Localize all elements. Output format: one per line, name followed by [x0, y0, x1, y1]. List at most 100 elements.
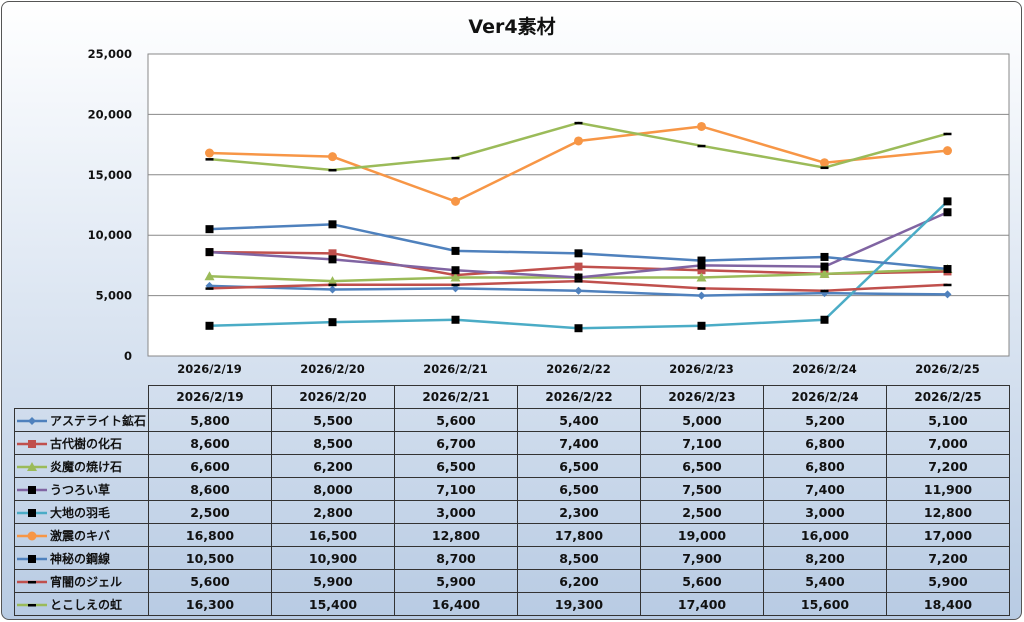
legend-marker: [28, 440, 36, 448]
series-name: 激震のキバ: [50, 528, 111, 543]
data-cell: 6,800: [763, 431, 887, 455]
data-cell: 7,500: [640, 477, 764, 501]
data-point: [697, 256, 706, 265]
legend-marker: [27, 462, 37, 471]
chart-title: Ver4素材: [468, 16, 556, 38]
data-cell: 18,400: [886, 592, 1010, 616]
data-cell: 2,500: [148, 500, 272, 524]
series-6: [205, 121, 952, 206]
data-point: [574, 262, 583, 271]
series-1: [205, 281, 952, 300]
data-cell: 6,500: [640, 454, 764, 478]
y-tick-label: 0: [124, 349, 132, 363]
series-8: [205, 279, 952, 293]
data-cell: 5,900: [886, 569, 1010, 593]
data-cell: 5,900: [394, 569, 518, 593]
legend-cell: 大地の羽毛: [14, 500, 149, 524]
data-cell: 16,500: [271, 523, 395, 547]
data-point: [820, 262, 829, 271]
table-header: 2026/2/25: [886, 385, 1010, 409]
data-point: [943, 132, 952, 136]
legend-marker: [27, 531, 37, 541]
data-cell: 17,400: [640, 592, 764, 616]
data-cell: 16,000: [763, 523, 887, 547]
legend-marker: [28, 509, 36, 517]
data-point: [820, 252, 829, 261]
data-point: [697, 321, 706, 330]
data-point: [574, 121, 583, 125]
data-point: [205, 225, 214, 234]
data-cell: 5,000: [640, 408, 764, 432]
data-cell: 19,000: [640, 523, 764, 547]
data-cell: 8,600: [148, 431, 272, 455]
table-header: 2026/2/22: [517, 385, 641, 409]
data-cell: 17,800: [517, 523, 641, 547]
legend-cell: とこしえの虹: [14, 592, 149, 616]
legend-cell: 炎魔の焼け石: [14, 454, 149, 478]
data-point: [943, 290, 952, 299]
data-point: [328, 168, 337, 172]
data-point: [819, 268, 830, 278]
series-name: アステライト鉱石: [50, 413, 147, 428]
data-cell: 15,600: [763, 592, 887, 616]
series-5: [205, 197, 952, 333]
data-point: [205, 248, 214, 257]
data-cell: 5,900: [271, 569, 395, 593]
data-table: 2026/2/19 2026/2/20 2026/2/21 2026/2/22 2026…: [14, 385, 1010, 616]
data-cell: 2,300: [517, 500, 641, 524]
data-point: [328, 283, 337, 287]
data-cell: 6,600: [148, 454, 272, 478]
data-cell: 6,500: [517, 477, 641, 501]
data-point: [697, 287, 706, 290]
data-point: [451, 266, 460, 275]
data-cell: 16,800: [148, 523, 272, 547]
data-point: [574, 324, 583, 333]
data-point: [451, 246, 460, 255]
data-point: [697, 261, 706, 270]
data-cell: 5,600: [640, 569, 764, 593]
legend-cell: うつろい草: [14, 477, 149, 501]
series-name: 炎魔の焼け石: [50, 459, 123, 474]
data-point: [820, 289, 829, 293]
legend-cell: 宵闇のジェル: [14, 569, 149, 593]
series-name: 古代樹の化石: [50, 436, 123, 451]
y-tick-label: 5,000: [96, 289, 132, 303]
data-point: [574, 249, 583, 258]
data-point: [451, 283, 460, 287]
data-point: [696, 272, 707, 282]
legend-key-icon: [17, 603, 47, 607]
legend-marker: [28, 417, 36, 425]
data-point: [574, 273, 583, 282]
data-point: [327, 276, 338, 286]
data-point: [574, 136, 583, 146]
data-point: [204, 271, 215, 281]
x-tick-label: 2026/2/20: [300, 362, 364, 376]
table-header: 2026/2/21: [394, 385, 518, 409]
data-cell: 7,400: [763, 477, 887, 501]
data-point: [697, 291, 706, 300]
data-point: [820, 166, 829, 170]
y-tick-label: 15,000: [88, 168, 132, 182]
x-tick-label: 2026/2/21: [423, 362, 487, 376]
data-cell: 12,800: [886, 500, 1010, 524]
series-7: [205, 220, 952, 274]
data-cell: 10,900: [271, 546, 395, 570]
data-point: [943, 265, 952, 274]
data-point: [451, 156, 460, 160]
data-cell: 17,000: [886, 523, 1010, 547]
data-point: [451, 315, 460, 324]
data-point: [328, 285, 337, 294]
data-cell: 7,400: [517, 431, 641, 455]
data-cell: 6,200: [271, 454, 395, 478]
data-cell: 6,800: [763, 454, 887, 478]
table-header: 2026/2/24: [763, 385, 887, 409]
x-tick-label: 2026/2/22: [546, 362, 610, 376]
data-point: [451, 196, 460, 206]
data-point: [328, 255, 337, 264]
legend-marker: [28, 555, 36, 563]
legend-marker: [28, 486, 36, 494]
data-point: [328, 152, 337, 162]
series-name: うつろい草: [50, 482, 111, 497]
data-cell: 8,200: [763, 546, 887, 570]
